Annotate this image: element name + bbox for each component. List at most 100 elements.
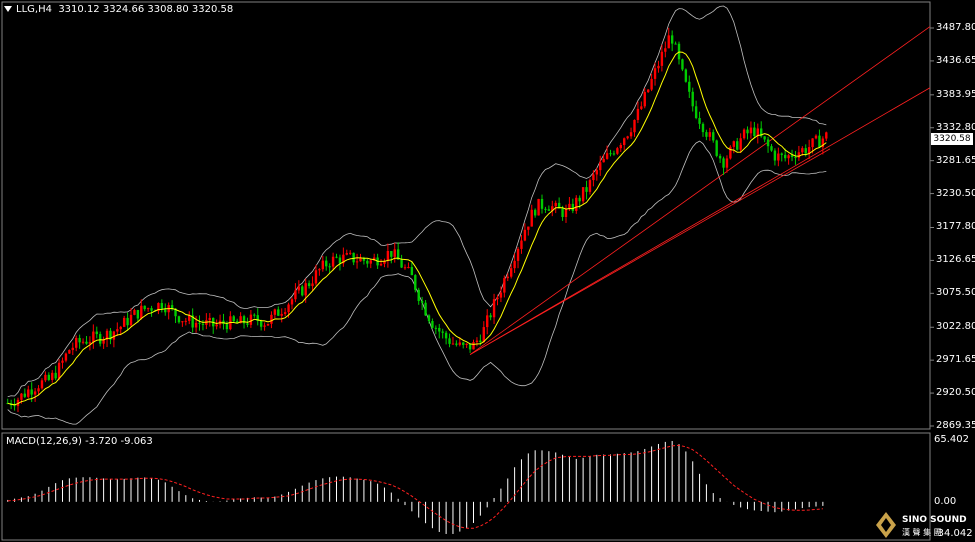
- candle: [160, 303, 164, 310]
- candle: [592, 174, 595, 181]
- candle: [698, 118, 701, 124]
- candles: [6, 27, 828, 413]
- candle: [13, 405, 16, 407]
- candle: [766, 139, 770, 147]
- candle: [578, 197, 581, 202]
- candle: [403, 267, 407, 269]
- price-tick-label: 3487.80: [936, 22, 975, 33]
- candle: [215, 324, 218, 327]
- candle: [379, 263, 383, 266]
- candle: [246, 323, 249, 325]
- candle: [691, 91, 694, 107]
- candle: [444, 332, 448, 339]
- candle: [472, 342, 475, 350]
- candle: [736, 141, 739, 150]
- candle: [605, 153, 609, 159]
- candle: [623, 138, 626, 145]
- candle: [712, 132, 715, 141]
- candle: [414, 275, 417, 290]
- candle: [369, 260, 372, 264]
- candle: [544, 208, 547, 210]
- trendline-lower: [469, 148, 831, 355]
- candle: [746, 129, 749, 134]
- candle: [783, 154, 787, 159]
- candle: [557, 202, 561, 209]
- candle: [109, 330, 112, 340]
- candle: [68, 350, 71, 354]
- price-tick-label: 2920.50: [936, 387, 975, 399]
- candle: [475, 340, 479, 343]
- candle: [599, 162, 602, 171]
- candle: [321, 260, 325, 270]
- candle: [342, 254, 345, 264]
- candle: [263, 325, 266, 327]
- candle: [92, 331, 95, 343]
- candle: [551, 206, 554, 211]
- candle: [811, 138, 814, 148]
- candle: [314, 270, 318, 284]
- candle: [390, 251, 393, 257]
- trendline-middle: [469, 87, 931, 355]
- candle: [660, 51, 664, 66]
- candle: [629, 132, 633, 137]
- dropdown-icon[interactable]: [4, 6, 12, 12]
- candle: [325, 260, 328, 267]
- candle: [547, 209, 551, 211]
- candle: [814, 135, 818, 139]
- candle: [280, 313, 283, 316]
- price-tick-label: 3126.65: [936, 254, 975, 266]
- candle: [424, 302, 427, 316]
- candle: [492, 299, 496, 318]
- candle: [400, 259, 403, 268]
- candle: [540, 198, 544, 209]
- candle: [568, 203, 571, 210]
- candle: [78, 337, 81, 343]
- candle: [328, 266, 331, 268]
- price-tick-label: 2971.65: [936, 354, 975, 366]
- candle: [564, 209, 568, 217]
- trendlines: [469, 26, 931, 355]
- candle: [331, 256, 335, 267]
- candle: [513, 260, 516, 269]
- candle: [794, 156, 797, 158]
- candle: [561, 208, 564, 217]
- macd-header: MACD(12,26,9) -3.720 -9.063: [6, 436, 153, 447]
- candle: [715, 140, 718, 156]
- candle: [133, 310, 136, 315]
- candle: [297, 286, 301, 291]
- candle: [88, 342, 92, 344]
- candle: [33, 391, 37, 395]
- candle: [184, 320, 188, 322]
- candle: [194, 322, 198, 328]
- candle: [318, 269, 321, 271]
- candle: [499, 292, 503, 298]
- candle: [198, 322, 201, 324]
- price-tick-label: 3436.65: [936, 54, 975, 66]
- candle: [51, 372, 54, 380]
- candle: [688, 81, 691, 92]
- candle: [352, 252, 355, 263]
- candle: [818, 135, 821, 148]
- axis-ticks: [930, 27, 934, 427]
- candle: [503, 278, 506, 293]
- candle: [496, 297, 499, 300]
- candle: [407, 267, 410, 269]
- candle: [126, 317, 129, 326]
- candle: [208, 317, 211, 321]
- candle: [581, 187, 585, 202]
- candle: [345, 253, 348, 255]
- candle: [85, 341, 88, 344]
- candle: [64, 353, 68, 361]
- candle: [739, 138, 742, 150]
- candle: [725, 158, 729, 168]
- candle: [804, 148, 807, 154]
- candle: [235, 321, 239, 324]
- candle: [780, 153, 783, 155]
- price-tick-label: 2869.35: [936, 420, 975, 431]
- macd-tick-label: 65.402: [934, 434, 969, 445]
- candle: [47, 374, 51, 380]
- candle: [732, 141, 736, 147]
- candle: [239, 316, 242, 324]
- candle: [523, 229, 527, 241]
